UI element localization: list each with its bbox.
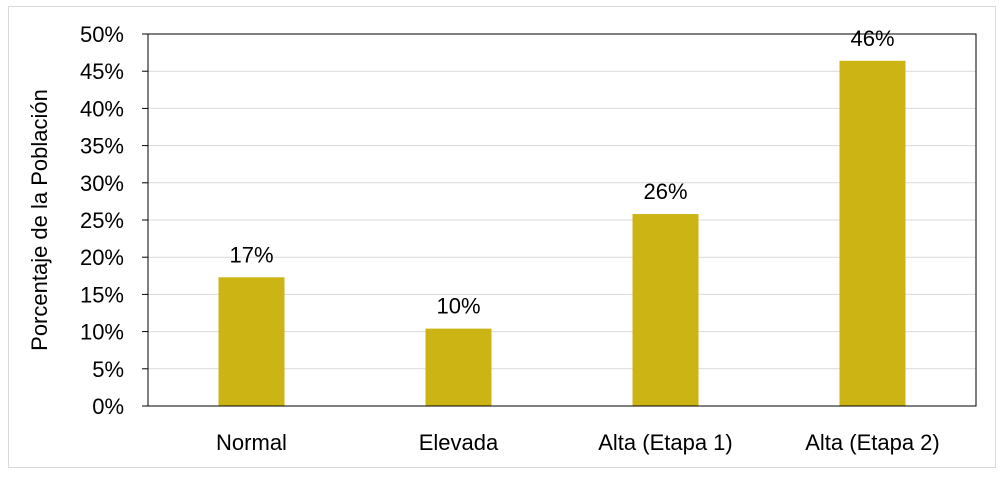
plot-area-border xyxy=(147,33,977,407)
data-label: 17% xyxy=(229,242,273,267)
x-category-label: Alta (Etapa 1) xyxy=(598,430,733,455)
x-category-label: Alta (Etapa 2) xyxy=(805,430,940,455)
y-tick-label: 50% xyxy=(80,22,124,47)
x-category-label: Normal xyxy=(216,430,287,455)
y-tick-label: 35% xyxy=(80,134,124,159)
y-tick-label: 5% xyxy=(92,357,124,382)
bar xyxy=(425,328,492,406)
y-tick-label: 15% xyxy=(80,282,124,307)
bars xyxy=(218,60,906,407)
gridlines xyxy=(148,70,976,370)
y-axis-label: Porcentaje de la Población xyxy=(27,89,52,351)
y-tick-label: 20% xyxy=(80,245,124,270)
x-category-label: Elevada xyxy=(419,430,499,455)
y-tick-label: 25% xyxy=(80,208,124,233)
data-label: 46% xyxy=(850,26,894,51)
bar xyxy=(218,277,285,406)
data-labels: 17% 10% 26% 46% xyxy=(229,26,894,319)
y-axis-ticks: 0% 5% 10% 15% 20% 25% 30% 35% 40% 45% 50% xyxy=(80,22,148,419)
data-label: 10% xyxy=(436,294,480,319)
chart-frame xyxy=(8,6,996,468)
bar xyxy=(632,214,699,406)
y-tick-label: 40% xyxy=(80,96,124,121)
y-tick-label: 0% xyxy=(92,394,124,419)
y-tick-label: 10% xyxy=(80,320,124,345)
data-label: 26% xyxy=(643,179,687,204)
y-tick-label: 45% xyxy=(80,59,124,84)
y-tick-label: 30% xyxy=(80,171,124,196)
x-axis-categories: Normal Elevada Alta (Etapa 1) Alta (Etapa 2… xyxy=(216,430,940,455)
bar xyxy=(839,60,906,407)
